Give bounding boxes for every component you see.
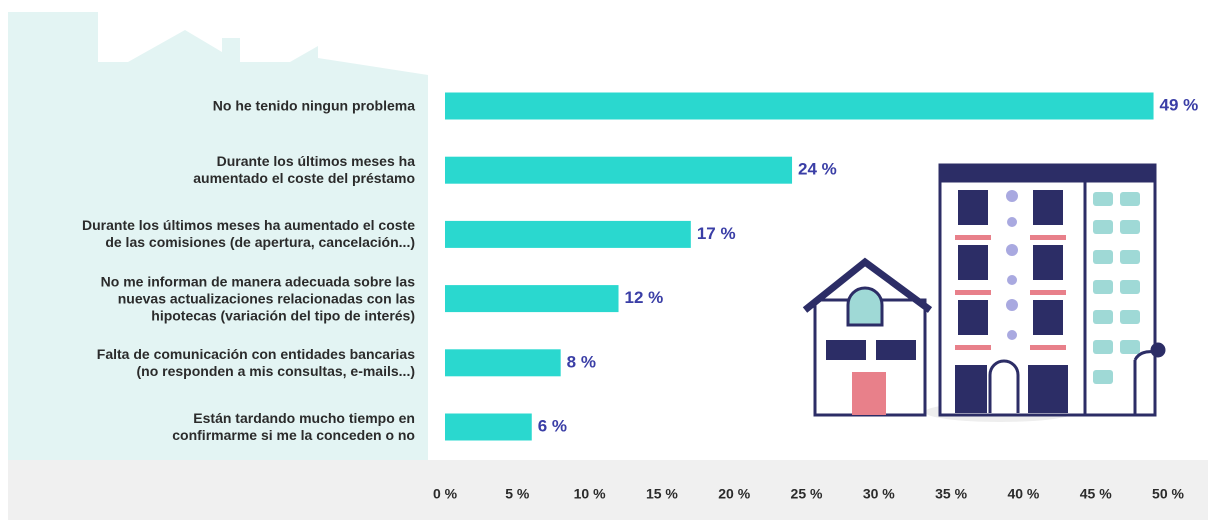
value-label: 49 % [1160, 95, 1199, 114]
bar [445, 220, 691, 248]
x-tick-label: 25 % [791, 486, 823, 502]
bar [445, 92, 1154, 120]
background-panel [8, 12, 428, 460]
bar [445, 285, 619, 313]
x-tick-label: 30 % [863, 486, 895, 502]
value-label: 6 % [538, 416, 567, 435]
x-tick-label: 5 % [505, 486, 530, 502]
category-label: No me informan de manera adecuada sobre … [100, 273, 415, 324]
category-label: Falta de comunicación con entidades banc… [96, 345, 415, 379]
value-label: 12 % [625, 288, 664, 307]
category-label: Durante los últimos meses ha aumentado e… [193, 153, 415, 187]
x-tick-label: 0 % [433, 486, 458, 502]
illustration [802, 163, 1166, 422]
category-label: No he tenido ningun problema [212, 97, 415, 114]
x-tick-label: 50 % [1152, 486, 1184, 502]
category-label: Están tardando mucho tiempo en confirmar… [172, 410, 415, 443]
x-tick-label: 10 % [574, 486, 606, 502]
value-label: 17 % [697, 224, 736, 243]
value-label: 8 % [567, 352, 596, 371]
bar [445, 413, 532, 441]
x-tick-label: 45 % [1080, 486, 1112, 502]
x-tick-label: 40 % [1007, 486, 1039, 502]
axis-band [8, 460, 1208, 520]
bar [445, 349, 561, 377]
x-tick-label: 20 % [718, 486, 750, 502]
bar [445, 156, 793, 184]
x-tick-label: 35 % [935, 486, 967, 502]
value-label: 24 % [798, 160, 837, 179]
category-label: Durante los últimos meses ha aumentado e… [82, 217, 415, 251]
x-tick-label: 15 % [646, 486, 678, 502]
